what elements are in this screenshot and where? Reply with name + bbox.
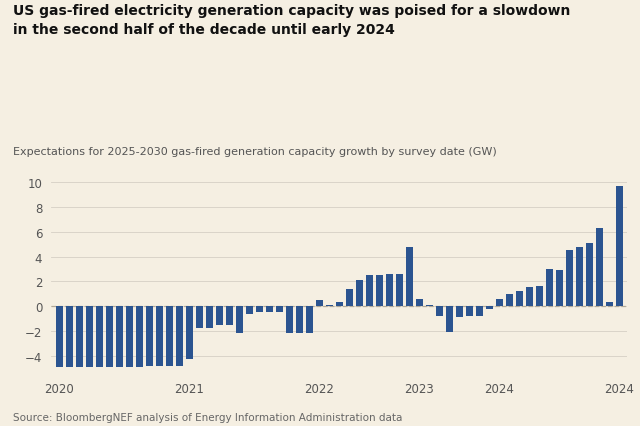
- Bar: [566, 251, 573, 306]
- Bar: [346, 289, 353, 306]
- Bar: [76, 306, 83, 367]
- Bar: [545, 269, 553, 306]
- Bar: [175, 306, 183, 366]
- Bar: [335, 302, 343, 306]
- Bar: [246, 306, 253, 314]
- Bar: [66, 306, 73, 367]
- Bar: [476, 306, 483, 316]
- Bar: [486, 306, 493, 309]
- Bar: [516, 291, 523, 306]
- Bar: [205, 306, 213, 328]
- Bar: [166, 306, 173, 366]
- Bar: [326, 305, 333, 306]
- Bar: [255, 306, 263, 313]
- Bar: [596, 228, 603, 306]
- Bar: [406, 247, 413, 306]
- Bar: [436, 306, 443, 316]
- Bar: [385, 274, 393, 306]
- Bar: [56, 306, 63, 367]
- Bar: [306, 306, 313, 334]
- Bar: [525, 288, 532, 306]
- Bar: [415, 299, 423, 306]
- Bar: [456, 306, 463, 317]
- Bar: [95, 306, 103, 367]
- Bar: [575, 247, 583, 306]
- Bar: [106, 306, 113, 367]
- Bar: [536, 287, 543, 306]
- Bar: [556, 271, 563, 306]
- Bar: [186, 306, 193, 360]
- Bar: [506, 294, 513, 306]
- Bar: [226, 306, 233, 325]
- Bar: [586, 243, 593, 306]
- Bar: [216, 306, 223, 325]
- Text: Source: BloombergNEF analysis of Energy Information Administration data: Source: BloombergNEF analysis of Energy …: [13, 412, 402, 422]
- Text: Expectations for 2025-2030 gas-fired generation capacity growth by survey date (: Expectations for 2025-2030 gas-fired gen…: [13, 147, 497, 157]
- Bar: [266, 306, 273, 313]
- Text: US gas-fired electricity generation capacity was poised for a slowdown
in the se: US gas-fired electricity generation capa…: [13, 4, 570, 37]
- Bar: [426, 305, 433, 306]
- Bar: [116, 306, 123, 367]
- Bar: [356, 280, 363, 306]
- Bar: [296, 306, 303, 334]
- Bar: [156, 306, 163, 366]
- Bar: [396, 274, 403, 306]
- Bar: [445, 306, 453, 332]
- Bar: [365, 276, 372, 306]
- Bar: [605, 302, 613, 306]
- Bar: [276, 306, 283, 313]
- Bar: [285, 306, 293, 334]
- Bar: [125, 306, 133, 367]
- Bar: [495, 299, 503, 306]
- Bar: [136, 306, 143, 367]
- Bar: [146, 306, 153, 366]
- Bar: [376, 276, 383, 306]
- Bar: [196, 306, 203, 328]
- Bar: [86, 306, 93, 367]
- Bar: [316, 300, 323, 306]
- Bar: [616, 187, 623, 306]
- Bar: [236, 306, 243, 334]
- Bar: [466, 306, 473, 316]
